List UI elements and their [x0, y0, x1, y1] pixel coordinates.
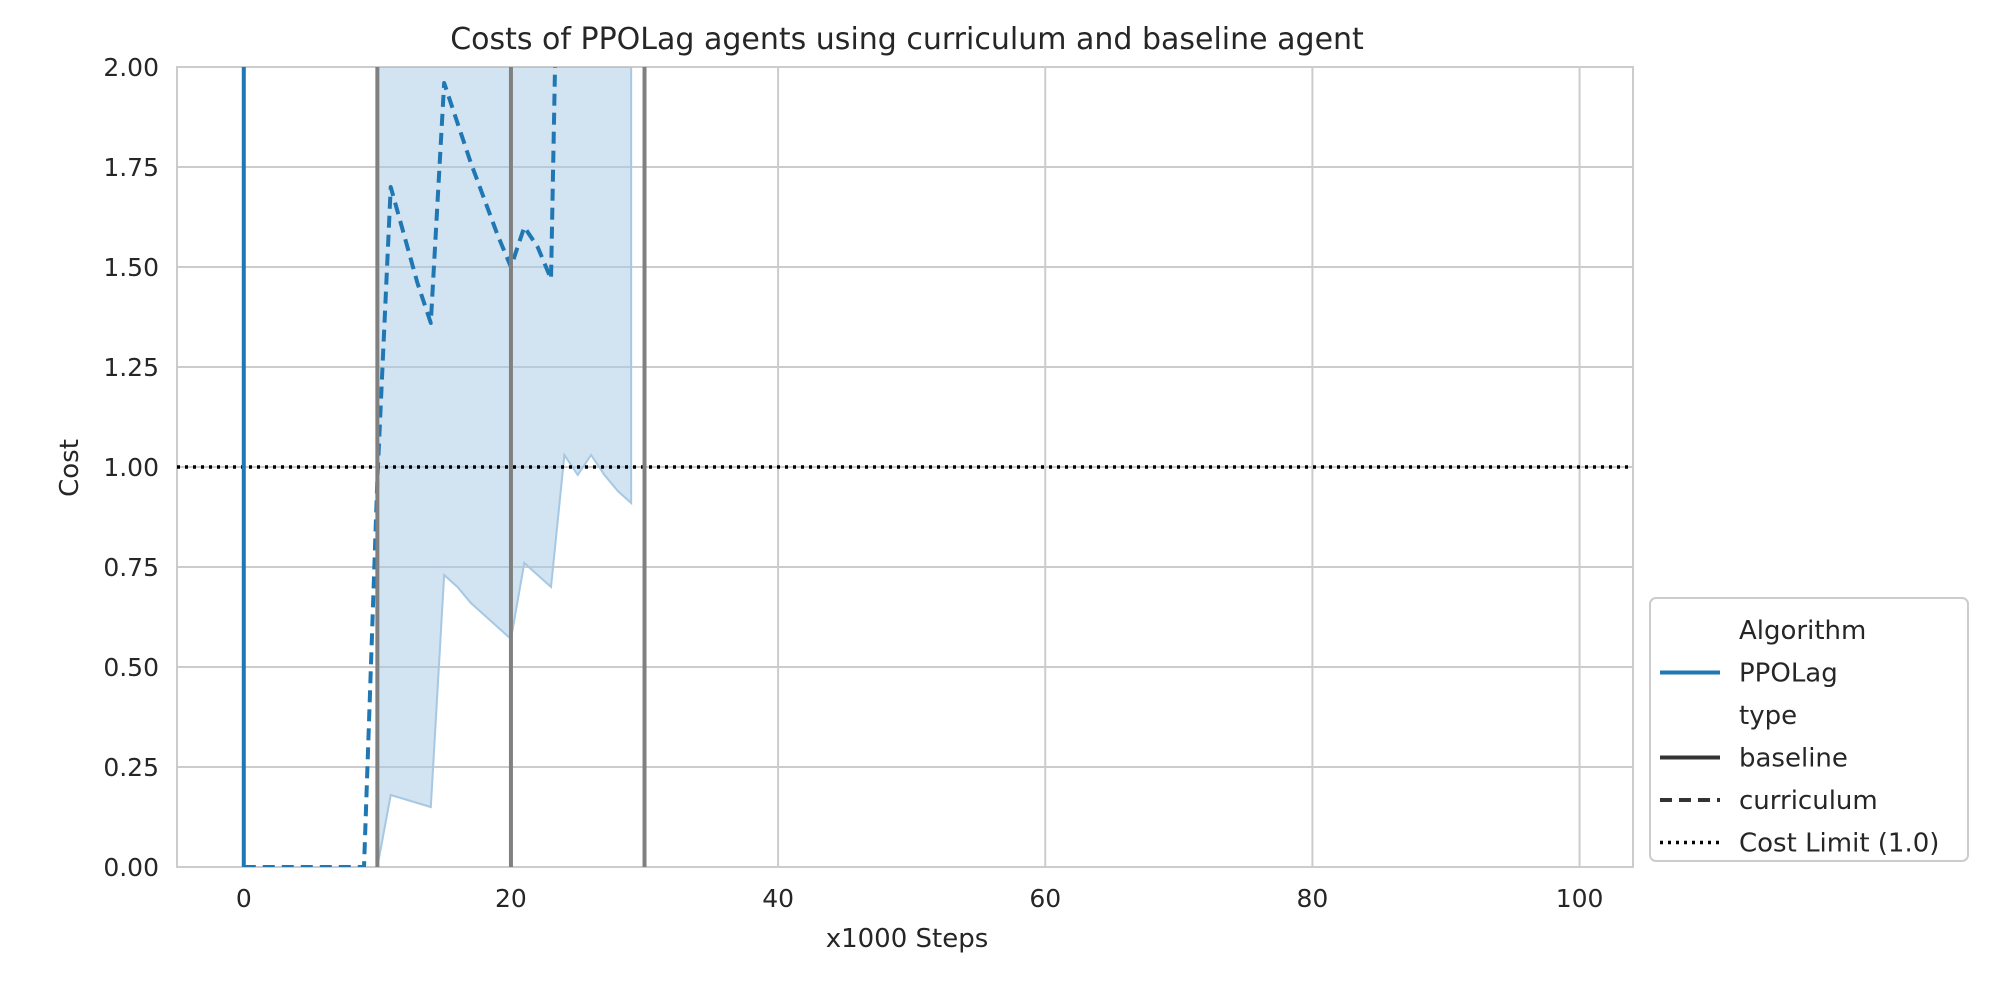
y-tick-label: 1.75 [103, 153, 159, 182]
x-tick-label: 20 [495, 884, 527, 913]
plot-content [177, 67, 1633, 867]
x-axis-label: x1000 Steps [826, 924, 989, 954]
x-tick-label: 0 [236, 884, 252, 913]
y-tick-labels: 0.00 0.25 0.50 0.75 1.00 1.25 1.50 1.75 2.00 [103, 53, 159, 882]
y-axis-label: Cost [55, 439, 85, 497]
y-tick-label: 2.00 [103, 53, 159, 82]
chart-title: Costs of PPOLag agents using curriculum … [450, 22, 1364, 57]
legend-label: Cost Limit (1.0) [1739, 829, 1939, 859]
legend-label: Algorithm [1739, 616, 1866, 646]
y-tick-label: 0.75 [103, 553, 159, 582]
confidence-band [376, 67, 633, 867]
x-tick-label: 100 [1556, 884, 1604, 913]
y-tick-label: 1.25 [103, 353, 159, 382]
plot-area [177, 67, 1633, 867]
legend-box [1649, 597, 1969, 862]
legend-label: curriculum [1739, 786, 1878, 816]
x-tick-label: 40 [762, 884, 794, 913]
legend-label: baseline [1739, 744, 1848, 774]
y-tick-label: 1.00 [103, 453, 159, 482]
legend: Algorithm PPOLag type baseline curriculum Cos… [1649, 597, 1969, 862]
y-tick-label: 1.50 [103, 253, 159, 282]
y-tick-label: 0.25 [103, 753, 159, 782]
x-tick-labels: 0 20 40 60 80 100 [236, 884, 1604, 913]
legend-label: PPOLag [1739, 659, 1838, 689]
y-tick-label: 0.50 [103, 653, 159, 682]
legend-label: type [1739, 701, 1797, 731]
y-tick-label: 0.00 [103, 853, 159, 882]
curriculum-line [243, 67, 558, 867]
x-tick-label: 80 [1297, 884, 1329, 913]
x-tick-label: 60 [1029, 884, 1061, 913]
